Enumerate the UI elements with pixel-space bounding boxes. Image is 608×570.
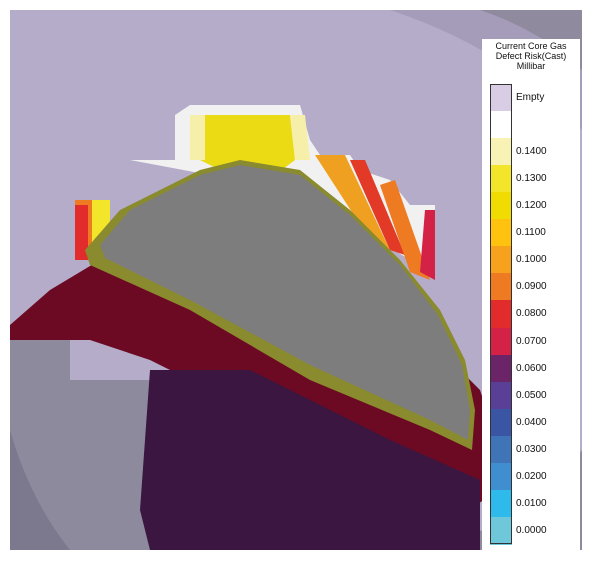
legend-swatch: [490, 246, 512, 274]
legend-label: 0.1200: [516, 200, 547, 212]
outer-shell-edge: [480, 10, 582, 70]
lower-shell-shade: [10, 430, 70, 550]
legend-swatch: [490, 462, 512, 491]
core-region-purple: [140, 370, 480, 550]
legend-swatch: [490, 489, 512, 518]
legend-swatch: [490, 273, 512, 301]
legend-title-line-2: Defect Risk(Cast): [495, 51, 567, 61]
color-legend: Current Core Gas Defect Risk(Cast) Milli…: [482, 39, 580, 562]
legend-swatch: [490, 219, 512, 247]
legend-swatch: [490, 408, 512, 437]
legend-swatch: [490, 516, 512, 545]
hot-zone-orange-2: [380, 180, 430, 280]
legend-label: 0.1100: [516, 227, 546, 239]
legend-label: 0.0600: [516, 362, 547, 374]
legend-label: 0.1400: [516, 146, 547, 158]
legend-swatch: [490, 381, 512, 410]
hot-zone-left-red: [75, 205, 88, 260]
hot-zone-orange: [315, 155, 390, 250]
legend-swatch: [490, 435, 512, 464]
legend-label: 0.0500: [516, 389, 547, 401]
hot-zone-yellow: [200, 115, 295, 175]
hot-zone-red-edge: [420, 210, 435, 280]
legend-label: 0.0800: [516, 308, 547, 320]
legend-label: 0.1300: [516, 173, 547, 185]
legend-swatch: [490, 192, 512, 220]
hot-zone-pale-right: [290, 115, 310, 160]
legend-swatch: [490, 111, 512, 139]
part-gray: [100, 165, 470, 440]
legend-swatch: [490, 84, 512, 112]
hot-zone-red: [350, 160, 405, 255]
legend-title-line-3: Millibar: [516, 61, 546, 71]
hot-zone-pale: [190, 115, 205, 160]
legend-label: 0.0300: [516, 443, 547, 455]
legend-label: 0.0100: [516, 497, 547, 509]
legend-swatch: [490, 138, 512, 166]
legend-label: 0.1000: [516, 254, 547, 266]
legend-label: Empty: [516, 92, 545, 103]
legend-label: 0.0900: [516, 281, 547, 293]
legend-title-line-1: Current Core Gas: [495, 41, 567, 51]
legend-label: 0.0400: [516, 416, 547, 428]
legend-swatch: [490, 165, 512, 193]
legend-swatch: [490, 327, 512, 356]
legend-swatch: [490, 354, 512, 383]
legend-label: 0.0200: [516, 470, 547, 482]
legend-label: 0.0000: [516, 524, 547, 536]
legend-title: Current Core Gas Defect Risk(Cast) Milli…: [482, 41, 580, 71]
legend-swatch: [490, 300, 512, 329]
lower-shell: [10, 330, 150, 550]
legend-label: 0.0700: [516, 335, 547, 347]
